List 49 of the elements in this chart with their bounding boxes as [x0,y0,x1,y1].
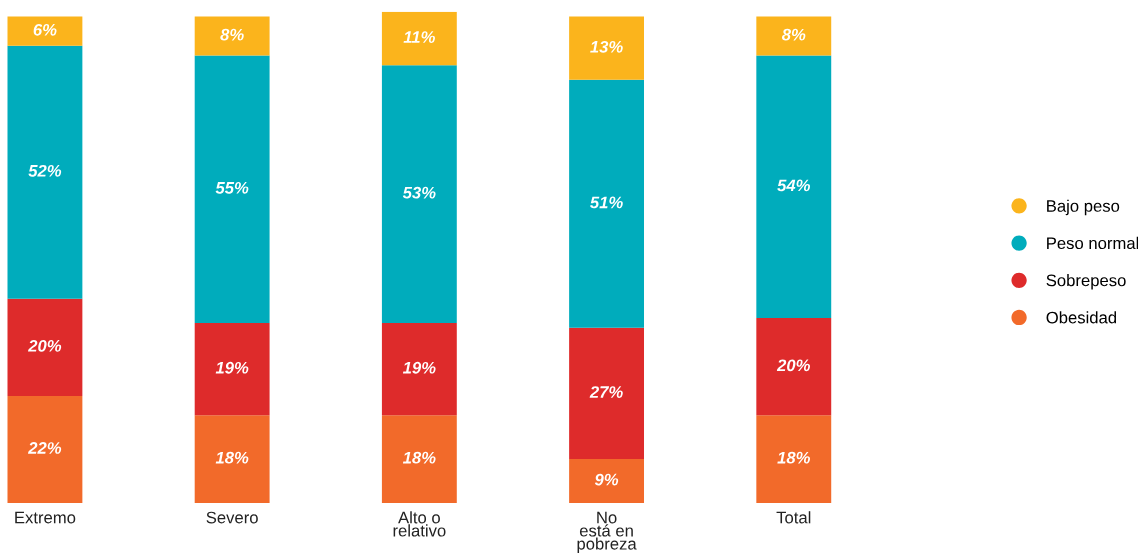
x-tick-label: Extremo [15,511,76,524]
bar [756,55,832,319]
bar [569,16,645,80]
legend-label: Bajo peso [1047,199,1120,216]
data-label: 6% [33,23,57,36]
bar [569,459,645,503]
x-tick-label: No está en pobreza [577,511,637,553]
bar [194,322,270,416]
bar [756,415,832,503]
data-label: 9% [594,473,619,486]
data-label: 53% [402,186,436,199]
x-tick-label: Severo [206,511,258,524]
bar [194,415,270,503]
legend-label: Sobrepeso [1046,274,1126,290]
bar [381,322,457,416]
bar [381,11,457,66]
data-label: 13% [590,40,623,53]
data-label: 11% [403,31,435,43]
data-label: 22% [27,442,62,454]
data-label: 20% [776,359,810,372]
data-label: 20% [27,339,62,352]
bar [569,79,645,328]
data-label: 51% [590,196,623,209]
bar [756,16,832,56]
data-label: 8% [781,28,806,41]
legend-label: Peso normal [1047,236,1138,250]
legend-label: Obesidad [1046,311,1117,324]
bar [7,16,83,46]
data-label: 19% [215,361,249,374]
data-label: 18% [777,451,810,464]
bar [381,415,457,503]
bar [381,65,457,323]
data-label: 27% [589,386,623,398]
data-label: 18% [215,451,249,464]
x-tick-label: Total [776,511,811,524]
data-label: 19% [402,361,436,374]
bar [7,298,83,396]
bar [569,327,645,460]
bar [194,55,270,323]
data-label: 8% [220,28,244,41]
bar [756,318,832,416]
data-label: 54% [777,179,810,192]
data-label: 52% [28,164,62,177]
bar [194,16,270,56]
data-label: 55% [215,181,249,194]
data-label: 18% [402,451,436,464]
x-tick-label: Alto o relativo [393,511,446,537]
bar [7,45,83,299]
bar [7,395,83,503]
